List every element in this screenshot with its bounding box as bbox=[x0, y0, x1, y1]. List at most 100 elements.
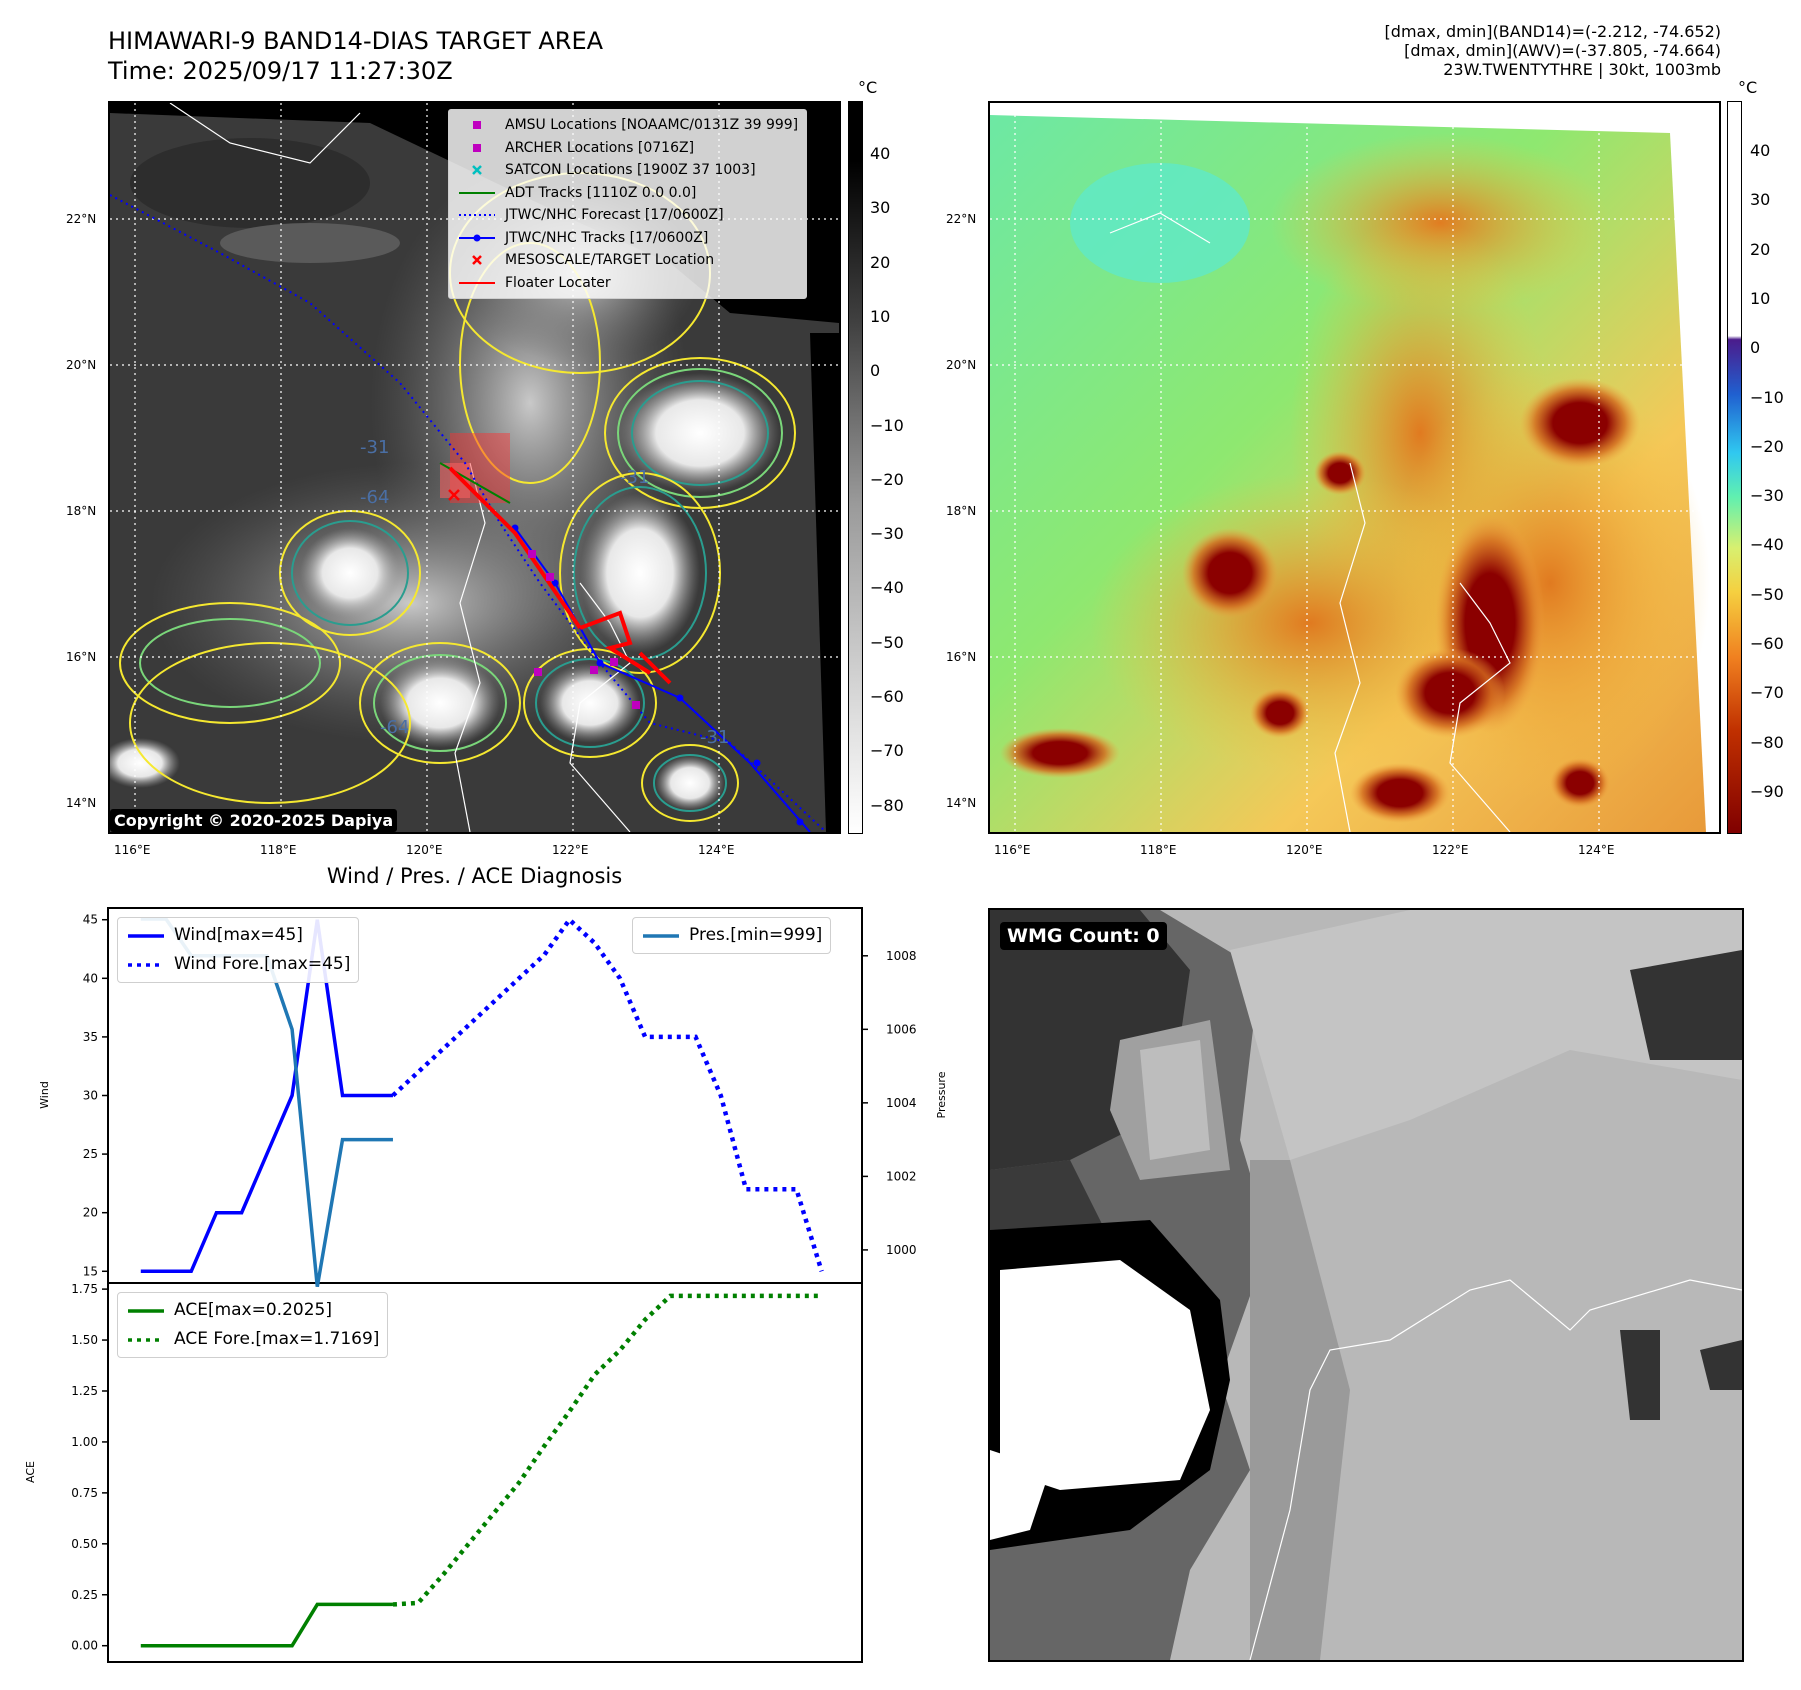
colorbar-tick-label: 40 bbox=[1750, 141, 1771, 160]
colorbar-tick-label: 20 bbox=[1750, 239, 1771, 259]
colorbar-gray-unit: °C bbox=[858, 78, 878, 97]
contour-label: -64 bbox=[380, 717, 409, 738]
ir-satellite-map: -31 -64 -31 -64 -31 AMSU Locations [NOAA… bbox=[108, 101, 841, 834]
colorbar-tick-label: −50 bbox=[870, 632, 904, 652]
legend-line-symbol bbox=[126, 1300, 166, 1322]
figure-title: HIMAWARI-9 BAND14-DIAS TARGET AREA Time:… bbox=[108, 26, 603, 86]
colorbar-tick-label: 0 bbox=[1750, 338, 1761, 358]
chart-legend-label: ACE Fore.[max=1.7169] bbox=[174, 1329, 380, 1349]
map-legend-entry: SATCON Locations [1900Z 37 1003] bbox=[457, 159, 798, 182]
info-line-3: 23W.TWENTYTHRE | 30kt, 1003mb bbox=[1443, 60, 1721, 79]
map-legend-label: Floater Locater bbox=[505, 274, 611, 291]
map-legend-label: SATCON Locations [1900Z 37 1003] bbox=[505, 162, 756, 178]
y-tick-label: 45 bbox=[83, 913, 98, 927]
map-legend-entry: Floater Locater bbox=[457, 272, 798, 295]
colorbar-tick-label: −40 bbox=[870, 578, 904, 598]
title-line-1: HIMAWARI-9 BAND14-DIAS TARGET AREA bbox=[108, 27, 604, 55]
contour-label: -31 bbox=[700, 727, 729, 748]
lon-label: 116°E bbox=[994, 843, 1031, 857]
ace-y-tick-label: 0.25 bbox=[71, 1588, 98, 1602]
ace-y-tick-label: 0.50 bbox=[71, 1537, 98, 1551]
lat-label: 16°N bbox=[946, 650, 977, 664]
pressure-axis-label: Pressure bbox=[935, 1071, 948, 1118]
map-legend-entry: ARCHER Locations [0716Z] bbox=[457, 137, 798, 160]
copyright-label: Copyright © 2020-2025 Dapiya bbox=[110, 809, 398, 832]
map-legend-entry: MESOSCALE/TARGET Location bbox=[457, 249, 798, 272]
colorbar-tick-label: 10 bbox=[1750, 288, 1771, 308]
legend-symbol-linedot bbox=[457, 227, 497, 249]
colorbar-tick-label: −30 bbox=[1750, 486, 1784, 506]
lon-label: 122°E bbox=[552, 843, 589, 857]
diagnosis-title: Wind / Pres. / ACE Diagnosis bbox=[326, 864, 623, 888]
lon-label: 120°E bbox=[1286, 843, 1323, 857]
y-right-tick-label: 1000 bbox=[886, 1243, 917, 1257]
chart-legend-label: ACE[max=0.2025] bbox=[174, 1300, 332, 1320]
contour-labels: -31 -64 -31 -64 -31 bbox=[360, 437, 729, 748]
chart-legend-entry: Pres.[min=999] bbox=[641, 921, 822, 950]
lat-label: 20°N bbox=[66, 358, 97, 372]
colorbar-tick-label: −20 bbox=[870, 469, 904, 489]
colorbar-awv-unit: °C bbox=[1738, 78, 1758, 97]
lon-label: 124°E bbox=[1578, 843, 1615, 857]
colorbar-tick-label: 30 bbox=[1750, 190, 1771, 210]
awv-map-image bbox=[990, 103, 1719, 832]
colorbar-tick-label: −30 bbox=[870, 524, 904, 544]
ace-y-tick-label: 1.50 bbox=[71, 1333, 98, 1347]
y-right-tick-label: 1002 bbox=[886, 1169, 917, 1183]
legend-symbol-square bbox=[457, 114, 497, 136]
ace-series-line bbox=[140, 1602, 393, 1648]
lat-label: 18°N bbox=[66, 504, 97, 518]
lat-label: 14°N bbox=[66, 796, 97, 810]
colorbar-tick-label: −20 bbox=[1750, 436, 1784, 456]
wind-forecast-line bbox=[391, 916, 824, 1272]
chart-legend-label: Wind[max=45] bbox=[174, 925, 303, 945]
legend-symbol-square bbox=[457, 137, 497, 159]
ace-y-tick-label: 1.00 bbox=[71, 1435, 98, 1449]
lat-label: 14°N bbox=[946, 796, 977, 810]
title-line-2: Time: 2025/09/17 11:27:30Z bbox=[108, 57, 453, 85]
y-tick-label: 40 bbox=[83, 971, 98, 985]
legend-symbol-dotted bbox=[457, 204, 497, 226]
wind-axis-label: Wind bbox=[38, 1081, 51, 1109]
map-legend-label: ADT Tracks [1110Z 0.0 0.0] bbox=[505, 184, 697, 201]
chart-legend-label: Wind Fore.[max=45] bbox=[174, 954, 351, 974]
lon-label: 122°E bbox=[1432, 843, 1469, 857]
wmg-image bbox=[990, 910, 1742, 1660]
wmg-count-label: WMG Count: 0 bbox=[1000, 922, 1167, 950]
colorbar-tick-label: −70 bbox=[1750, 683, 1784, 703]
wind-legend: Wind[max=45] Wind Fore.[max=45] bbox=[117, 917, 360, 983]
chart-legend-entry: Wind[max=45] bbox=[126, 921, 350, 950]
info-line-2: [dmax, dmin](AWV)=(-37.805, -74.664) bbox=[1404, 41, 1721, 60]
legend-line-symbol bbox=[126, 1329, 166, 1351]
colorbar-tick-label: −40 bbox=[1750, 535, 1784, 555]
y-right-tick-label: 1004 bbox=[886, 1096, 917, 1110]
lon-label: 120°E bbox=[406, 843, 443, 857]
ace-axis-label: ACE bbox=[24, 1461, 37, 1483]
ace-y-tick-label: 0.00 bbox=[71, 1639, 98, 1653]
map-legend-label: MESOSCALE/TARGET Location bbox=[505, 252, 715, 268]
y-tick-label: 20 bbox=[83, 1206, 98, 1220]
chart-legend-entry: ACE Fore.[max=1.7169] bbox=[126, 1325, 379, 1354]
awv-map bbox=[988, 101, 1721, 834]
colorbar-tick-label: −60 bbox=[870, 687, 904, 706]
colorbar-tick-label: −10 bbox=[870, 415, 904, 435]
ace-y-tick-label: 1.25 bbox=[71, 1384, 98, 1398]
lat-label: 18°N bbox=[946, 504, 977, 518]
colorbar-tick-label: 0 bbox=[870, 361, 881, 381]
colorbar-tick-label: −80 bbox=[870, 795, 904, 815]
map-legend-label: JTWC/NHC Tracks [17/0600Z] bbox=[505, 229, 709, 246]
y-tick-label: 15 bbox=[83, 1264, 98, 1278]
lon-label: 116°E bbox=[114, 843, 151, 857]
legend-line-symbol bbox=[126, 954, 166, 976]
lat-label: 20°N bbox=[946, 358, 977, 372]
map-legend-entry: AMSU Locations [NOAAMC/0131Z 39 999] bbox=[457, 114, 798, 137]
pressure-legend: Pres.[min=999] bbox=[632, 917, 832, 954]
chart-legend-entry: Wind Fore.[max=45] bbox=[126, 950, 350, 979]
colorbar-gray bbox=[848, 101, 863, 834]
contour-label: -64 bbox=[360, 487, 389, 508]
y-right-tick-label: 1008 bbox=[886, 949, 917, 963]
lat-label: 16°N bbox=[66, 650, 97, 664]
colorbar-tick-label: −70 bbox=[870, 741, 904, 761]
y-right-tick-label: 1006 bbox=[886, 1022, 917, 1036]
ace-y-tick-label: 1.75 bbox=[71, 1282, 98, 1296]
